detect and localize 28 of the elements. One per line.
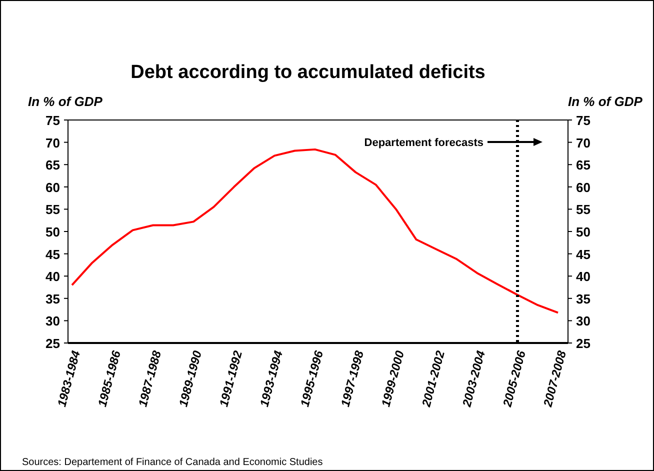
y-tick-label: 75: [46, 113, 60, 128]
y2-tick-label: 70: [576, 135, 590, 150]
y-tick-label: 40: [46, 269, 60, 284]
y-tick-label: 45: [46, 246, 60, 262]
y2-axis-title: In % of GDP: [568, 94, 643, 109]
y-tick-label: 60: [46, 180, 60, 195]
y2-tick-label: 45: [576, 246, 590, 262]
y-axis-title: In % of GDP: [28, 94, 103, 109]
y-tick-label: 65: [46, 158, 60, 173]
chart-title: Debt according to accumulated deficits: [130, 62, 486, 83]
ref-line-label: Departement forecasts: [364, 137, 484, 149]
y2-tick-label: 65: [576, 158, 590, 173]
y-tick-label: 30: [46, 314, 60, 329]
y-tick-label: 25: [46, 336, 60, 351]
source-note: Sources: Departement of Finance of Canada and Economic Studies: [22, 457, 323, 468]
y2-tick-label: 30: [576, 314, 590, 329]
y2-tick-label: 50: [576, 224, 590, 240]
y2-tick-label: 35: [576, 291, 590, 306]
y2-tick-label: 60: [576, 180, 590, 195]
line-series: [71, 148, 559, 314]
y2-tick-label: 75: [576, 113, 590, 128]
y2-tick-label: 55: [576, 202, 590, 218]
y-tick-label: 50: [46, 224, 60, 240]
y-tick-label: 35: [46, 291, 60, 306]
y-tick-label: 55: [46, 202, 60, 218]
y2-tick-label: 25: [576, 336, 590, 351]
y-tick-label: 70: [46, 135, 60, 150]
y2-tick-label: 40: [576, 269, 590, 284]
